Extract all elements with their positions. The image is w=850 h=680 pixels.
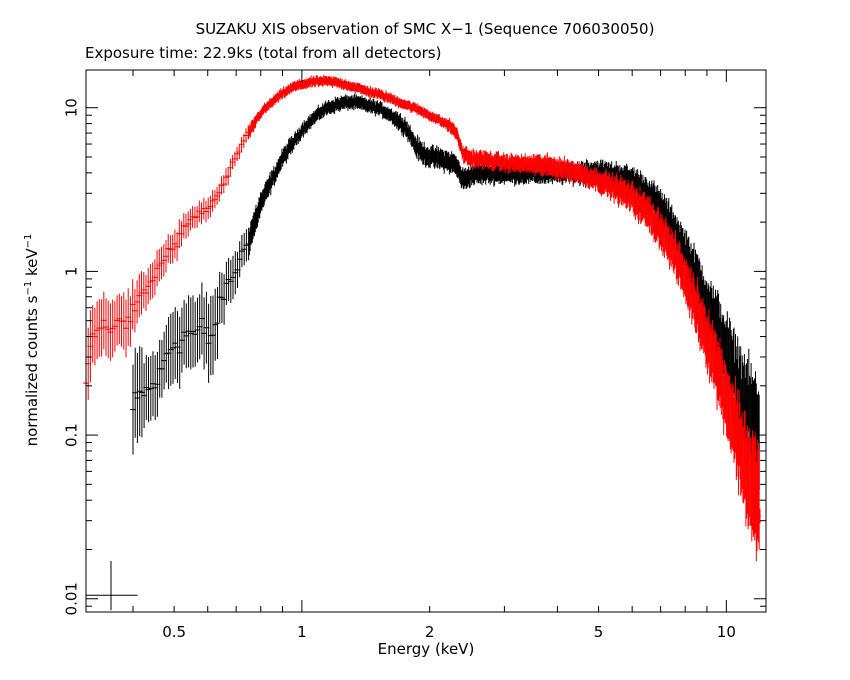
data-point [758,449,761,550]
chart-subtitle: Exposure time: 22.9ks (total from all de… [85,44,442,62]
error-bar-marker [86,561,138,611]
chart-title: SUZAKU XIS observation of SMC X−1 (Seque… [195,20,655,38]
y-tick-label: 1 [63,267,81,277]
plot-frame [85,69,767,613]
data-point [733,327,735,393]
y-tick-label: 10 [63,98,81,117]
x-tick-label: 1 [297,623,307,641]
x-tick-label: 5 [594,623,604,641]
y-tick-label: 0.1 [63,423,81,447]
x-tick-label: 10 [717,623,736,641]
series-black [130,93,761,490]
x-tick-label: 2 [425,623,435,641]
x-axis-label: Energy (keV) [377,640,475,658]
data-point [214,287,221,360]
x-tick-label: 0.5 [162,623,186,641]
y-axis-label: normalized counts s−1 keV−1 [23,233,41,447]
data-point [236,144,243,160]
y-tick-label: 0.01 [63,582,81,615]
